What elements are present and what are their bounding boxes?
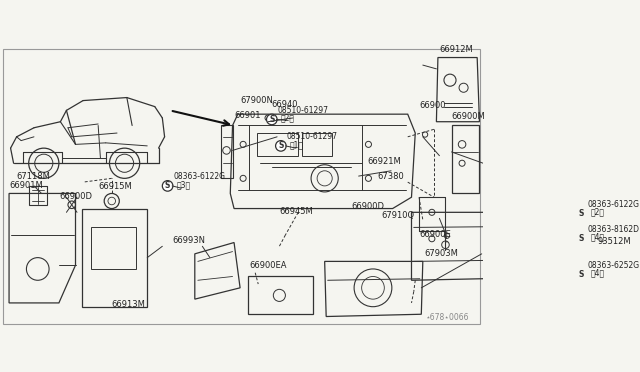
Text: 67910Q: 67910Q bbox=[381, 211, 415, 220]
Circle shape bbox=[276, 141, 286, 151]
Text: ⋆678⋆0066: ⋆678⋆0066 bbox=[424, 313, 468, 322]
Text: 67118M: 67118M bbox=[17, 171, 51, 181]
Text: 66913M: 66913M bbox=[112, 300, 146, 309]
Text: S: S bbox=[579, 270, 584, 279]
Text: 66901: 66901 bbox=[234, 111, 260, 120]
Text: 66900EA: 66900EA bbox=[249, 262, 287, 270]
Circle shape bbox=[266, 114, 277, 125]
Text: （2）: （2） bbox=[281, 113, 295, 122]
Text: （3）: （3） bbox=[177, 180, 191, 189]
Text: 67903M: 67903M bbox=[424, 248, 458, 258]
Text: 08510-61297: 08510-61297 bbox=[287, 132, 338, 141]
Circle shape bbox=[576, 234, 587, 244]
Text: 66945M: 66945M bbox=[279, 207, 313, 216]
Text: 66901M: 66901M bbox=[9, 181, 43, 190]
Text: 66900D: 66900D bbox=[59, 192, 92, 201]
Text: 66993N: 66993N bbox=[172, 236, 205, 245]
Text: （4）: （4） bbox=[591, 268, 605, 277]
Text: 67380: 67380 bbox=[378, 171, 404, 181]
Text: 66912M: 66912M bbox=[440, 45, 473, 54]
Circle shape bbox=[163, 181, 173, 191]
Text: 66900D: 66900D bbox=[351, 202, 384, 211]
Text: S: S bbox=[579, 209, 584, 218]
Text: （1）: （1） bbox=[290, 140, 304, 149]
Circle shape bbox=[576, 269, 587, 279]
Text: 08363-6122G: 08363-6122G bbox=[173, 172, 226, 182]
Text: （2）: （2） bbox=[591, 208, 604, 217]
Text: 93512M: 93512M bbox=[598, 237, 632, 246]
Text: S: S bbox=[165, 182, 170, 190]
Text: 66900E: 66900E bbox=[419, 230, 451, 239]
Text: 66940: 66940 bbox=[272, 100, 298, 109]
Text: 08363-6122G: 08363-6122G bbox=[588, 200, 639, 209]
Text: 66900: 66900 bbox=[419, 102, 445, 110]
Text: 08510-61297: 08510-61297 bbox=[278, 106, 329, 115]
Text: （4）: （4） bbox=[591, 233, 605, 242]
Text: S: S bbox=[278, 141, 284, 150]
Text: 08363-8162D: 08363-8162D bbox=[588, 225, 639, 234]
Text: S: S bbox=[579, 234, 584, 243]
Text: 08363-6252G: 08363-6252G bbox=[588, 261, 639, 270]
Text: 66915M: 66915M bbox=[98, 182, 132, 191]
Circle shape bbox=[576, 209, 587, 219]
Text: S: S bbox=[269, 115, 275, 124]
Text: 66900M: 66900M bbox=[451, 112, 485, 121]
Text: 67900N: 67900N bbox=[240, 96, 273, 105]
Text: 66921M: 66921M bbox=[367, 157, 401, 166]
